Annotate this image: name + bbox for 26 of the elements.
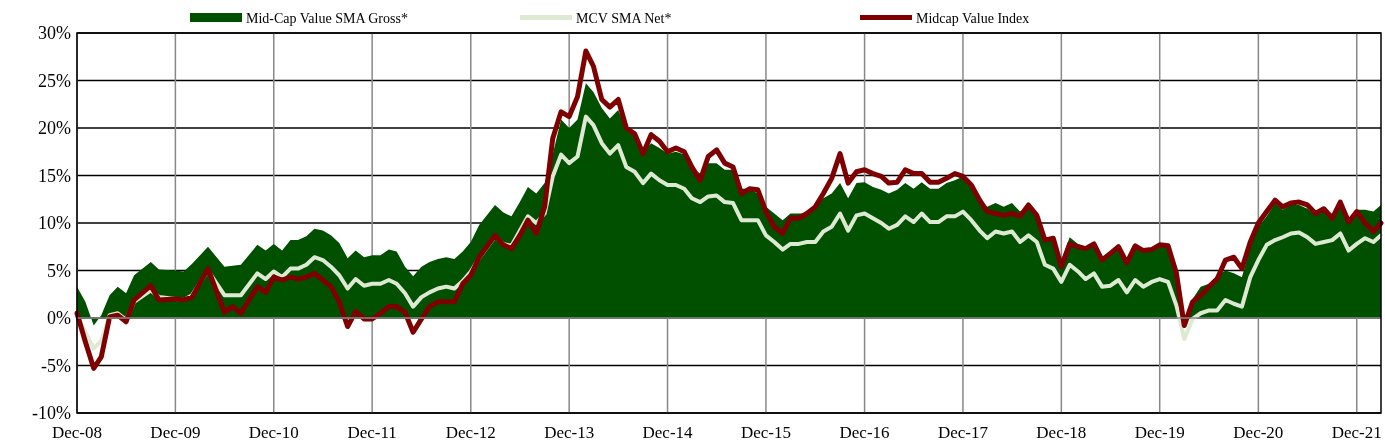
legend-label: MCV SMA Net*: [576, 11, 672, 26]
x-tick-label: Dec-17: [937, 423, 989, 442]
y-tick-label: -5%: [41, 355, 71, 376]
y-tick-label: 0%: [47, 308, 71, 329]
x-tick-label: Dec-21: [1331, 423, 1382, 442]
x-tick-label: Dec-13: [544, 423, 595, 442]
x-tick-label: Dec-09: [150, 423, 201, 442]
x-tick-label: Dec-20: [1233, 423, 1284, 442]
y-tick-label: 25%: [38, 70, 71, 91]
y-tick-label: 20%: [38, 118, 71, 139]
x-tick-label: Dec-12: [445, 423, 496, 442]
x-tick-label: Dec-16: [839, 423, 890, 442]
legend-label: Midcap Value Index: [916, 11, 1030, 26]
y-tick-label: 30%: [38, 23, 71, 44]
x-tick-label: Dec-08: [51, 423, 103, 442]
x-tick-label: Dec-11: [347, 423, 397, 442]
y-tick-label: 10%: [38, 213, 71, 234]
legend-label: Mid-Cap Value SMA Gross*: [246, 11, 408, 26]
x-tick-label: Dec-14: [642, 423, 694, 442]
x-tick-label: Dec-10: [248, 423, 299, 442]
x-tick-label: Dec-15: [740, 423, 791, 442]
x-tick-label: Dec-18: [1036, 423, 1087, 442]
y-tick-label: 15%: [38, 165, 71, 186]
x-tick-label: Dec-19: [1134, 423, 1185, 442]
y-tick-label: 5%: [47, 260, 71, 281]
y-tick-label: -10%: [32, 403, 71, 424]
